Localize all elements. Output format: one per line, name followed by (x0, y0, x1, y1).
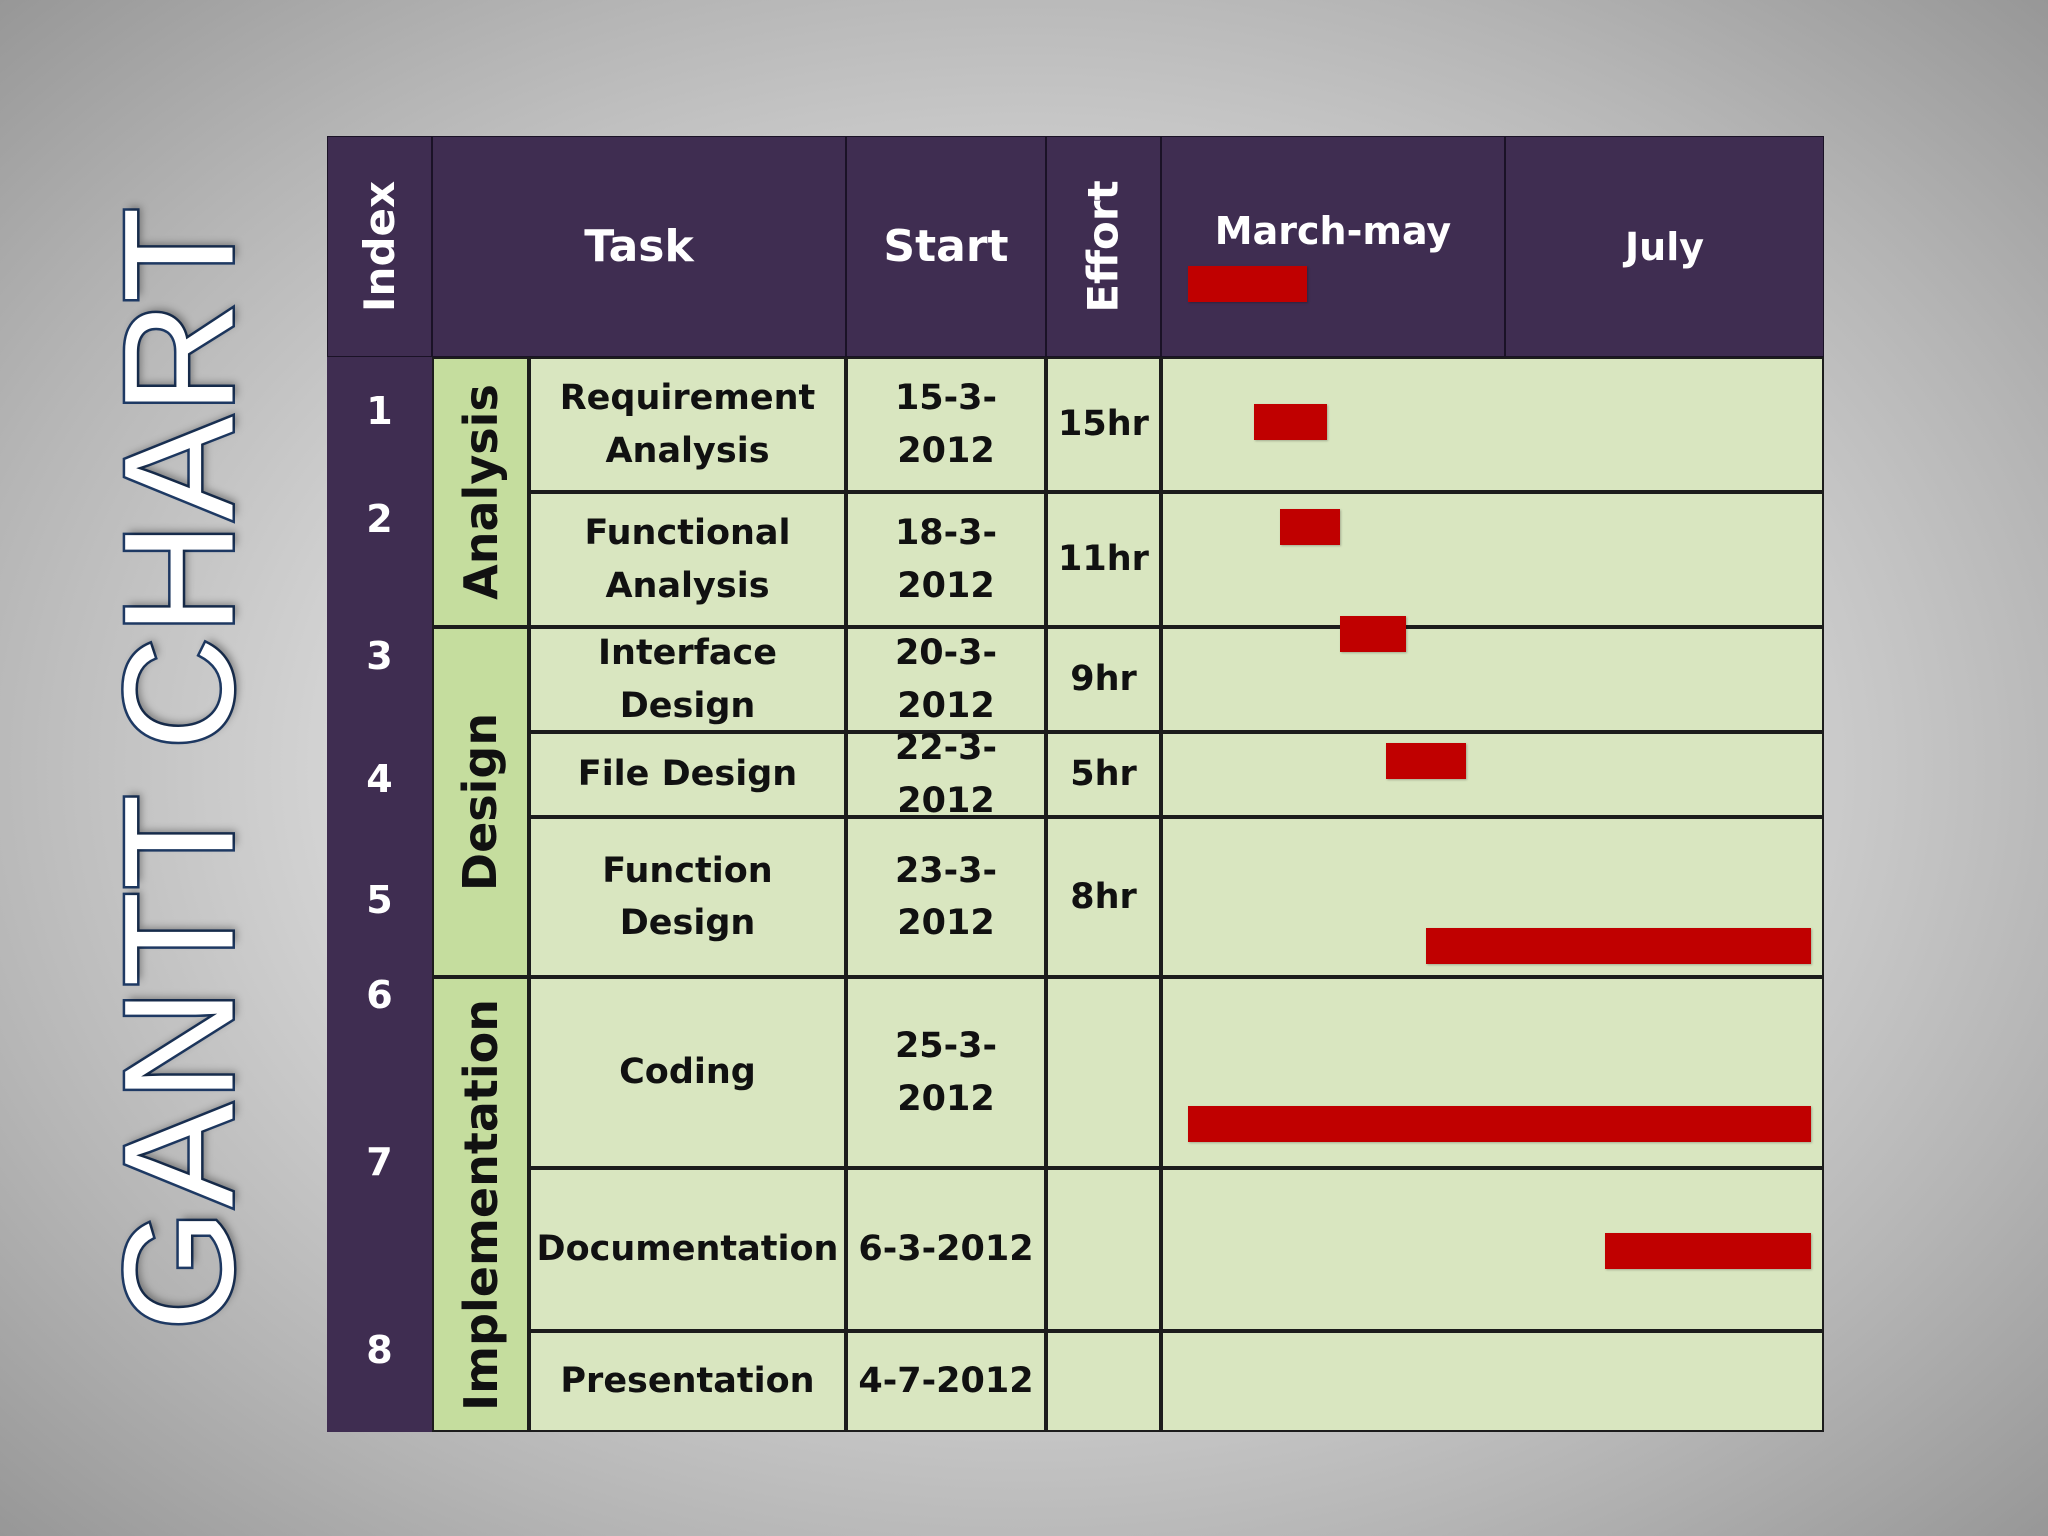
row-6-index: 6 (366, 973, 393, 1017)
header-task: Task (432, 136, 846, 357)
row-1-index: 1 (366, 389, 393, 433)
phase-implementation: Implementation (432, 977, 529, 1432)
phase-analysis: Analysis (432, 357, 529, 627)
row-3-index: 3 (366, 634, 393, 678)
row-1-effort-cell: 15hr (1046, 357, 1161, 492)
phase-design: Design (432, 627, 529, 977)
row-5-effort-cell: 8hr (1046, 817, 1161, 977)
row-3-effort: 9hr (1070, 659, 1137, 700)
header-index-label: Index (355, 180, 405, 313)
row-4-effort: 5hr (1070, 754, 1137, 795)
gantt-bar-5 (1386, 743, 1466, 779)
row-2-start-cell: 18-3-2012 (846, 492, 1046, 627)
header-march-may: March-may (1161, 136, 1505, 357)
row-5-effort: 8hr (1070, 876, 1137, 917)
row-4-task-cell: File Design (529, 732, 846, 817)
row-5-start: 23-3-2012 (894, 850, 998, 944)
row-2-task-cell: Functional Analysis (529, 492, 846, 627)
gantt-chart: Index Task Start Effort March-may July A… (327, 136, 1824, 1432)
row-4-effort-cell: 5hr (1046, 732, 1161, 817)
header-effort: Effort (1046, 136, 1161, 357)
row-1-task-cell: Requirement Analysis (529, 357, 846, 492)
row-7-index: 7 (366, 1140, 393, 1184)
gantt-bar-2 (1253, 404, 1327, 440)
row-2-index: 2 (366, 497, 393, 541)
row-3-task: Interface Design (598, 633, 777, 726)
row-8-start-cell: 4-7-2012 (846, 1331, 1046, 1432)
row-5-task: Function Design (602, 850, 773, 944)
row-6-task-cell: Coding (529, 977, 846, 1168)
row-3-effort-cell: 9hr (1046, 627, 1161, 732)
row-4-start: 22-3-2012 (894, 728, 998, 821)
row-6-start-cell: 25-3-2012 (846, 977, 1046, 1168)
header-task-label: Task (584, 221, 694, 272)
row-3-start: 20-3-2012 (894, 633, 998, 726)
row-4-index: 4 (366, 757, 393, 801)
row-7-task: Documentation (536, 1229, 839, 1270)
row-8-start: 4-7-2012 (858, 1361, 1034, 1402)
index-column (327, 357, 432, 1432)
row-1-start: 15-3-2012 (894, 378, 998, 471)
phase-implementation-label: Implementation (453, 998, 508, 1411)
header-start-label: Start (883, 221, 1009, 272)
row-5-task-cell: Function Design (529, 817, 846, 977)
row-1-effort: 15hr (1058, 404, 1149, 445)
row-7-start-cell: 6-3-2012 (846, 1168, 1046, 1331)
row-3-timeline-cell (1161, 627, 1824, 732)
gantt-bar-6 (1426, 928, 1811, 964)
header-effort-label: Effort (1079, 180, 1129, 313)
row-2-effort-cell: 11hr (1046, 492, 1161, 627)
row-5-index: 5 (366, 878, 393, 922)
row-4-task: File Design (577, 754, 798, 795)
row-7-start: 6-3-2012 (858, 1229, 1034, 1270)
page-title: GANTT CHART (90, 203, 269, 1334)
gantt-bar-1 (1187, 266, 1307, 302)
row-2-task: Functional Analysis (584, 513, 791, 606)
row-2-timeline-cell (1161, 492, 1824, 627)
row-2-effort: 11hr (1058, 539, 1149, 580)
row-3-task-cell: Interface Design (529, 627, 846, 732)
header-index: Index (327, 136, 432, 357)
row-8-timeline-cell (1161, 1331, 1824, 1432)
phase-design-label: Design (453, 712, 508, 892)
row-4-start-cell: 22-3-2012 (846, 728, 1046, 821)
header-march-may-label: March-may (1214, 209, 1452, 253)
row-8-index: 8 (366, 1328, 393, 1372)
header-july-label: July (1625, 224, 1704, 269)
row-8-effort-cell (1046, 1331, 1161, 1432)
row-7-effort-cell (1046, 1168, 1161, 1331)
phase-analysis-label: Analysis (453, 384, 508, 600)
row-4-timeline-cell (1161, 732, 1824, 817)
row-6-task: Coding (619, 1052, 756, 1093)
row-2-start: 18-3-2012 (894, 513, 998, 606)
row-5-start-cell: 23-3-2012 (846, 817, 1046, 977)
row-7-task-cell: Documentation (529, 1168, 846, 1331)
row-1-task: Requirement Analysis (559, 378, 816, 471)
row-8-task: Presentation (560, 1361, 815, 1402)
header-start: Start (846, 136, 1046, 357)
row-8-task-cell: Presentation (529, 1331, 846, 1432)
gantt-bar-4 (1340, 616, 1407, 652)
gantt-bar-3 (1280, 509, 1340, 545)
gantt-bar-7 (1187, 1106, 1811, 1142)
gantt-bar-8 (1605, 1233, 1811, 1269)
row-3-start-cell: 20-3-2012 (846, 627, 1046, 732)
row-1-start-cell: 15-3-2012 (846, 357, 1046, 492)
header-july: July (1505, 136, 1824, 357)
row-6-effort-cell (1046, 977, 1161, 1168)
row-6-start: 25-3-2012 (894, 1026, 998, 1119)
